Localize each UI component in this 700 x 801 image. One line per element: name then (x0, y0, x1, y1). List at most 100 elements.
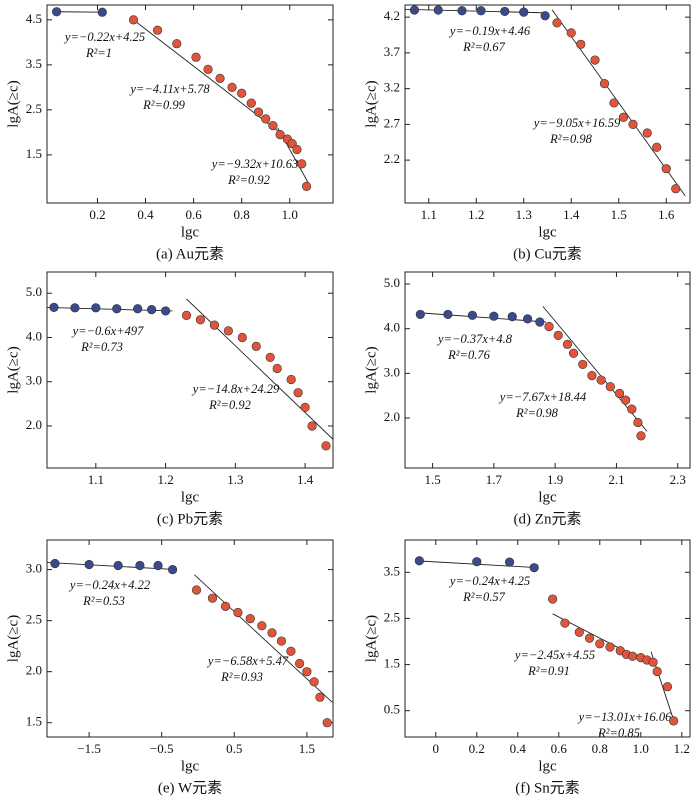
x-tick-label: 0.2 (469, 741, 485, 756)
fit-r2: R²=1 (85, 46, 112, 60)
x-tick-label: 0.4 (137, 207, 154, 222)
y-tick-label: 2.7 (384, 115, 401, 130)
x-axis-label: lgc (538, 489, 557, 505)
data-point (414, 556, 424, 566)
data-point (553, 330, 563, 340)
data-point (605, 642, 615, 652)
caption: (c) Pb元素 (157, 510, 223, 527)
data-point (70, 303, 80, 313)
data-point (253, 107, 264, 117)
y-tick-label: 3.5 (26, 56, 42, 71)
data-point (133, 304, 143, 314)
fit-r2: R²=0.98 (549, 132, 592, 146)
data-point (500, 6, 510, 17)
y-tick-label: 2.5 (384, 609, 400, 624)
fit-r2: R²=0.57 (462, 590, 505, 604)
data-point (584, 633, 595, 643)
data-point (652, 142, 662, 152)
data-point (671, 184, 681, 194)
x-axis-label: lgc (181, 758, 200, 774)
data-point (191, 585, 202, 595)
data-point (599, 79, 610, 89)
x-axis-label: lgc (181, 224, 200, 240)
x-tick-label: 0.8 (234, 207, 250, 222)
y-tick-label: 3.0 (26, 373, 42, 388)
y-tick-label: 2.5 (26, 101, 42, 116)
fit-r2: R²=0.67 (462, 40, 505, 54)
data-point (267, 628, 277, 638)
fit-equation: y=−6.58x+5.47 (206, 654, 289, 668)
data-point (50, 558, 60, 569)
data-point (489, 311, 499, 321)
y-tick-label: 3.5 (384, 563, 400, 578)
x-tick-label: 1.3 (516, 207, 532, 222)
data-point (322, 718, 332, 728)
data-point (233, 607, 243, 618)
fit-equation: y=−14.8x+24.29 (191, 382, 280, 396)
fit-equation: y=−9.32x+10.63 (210, 157, 298, 171)
fit-equation: y=−0.24x+4.22 (68, 578, 150, 592)
data-point (609, 98, 619, 108)
x-tick-label: 2.3 (670, 472, 686, 487)
data-point (257, 621, 267, 631)
fit-equation: y=−0.6x+497 (71, 324, 145, 338)
y-axis-label: lgA(≥c) (5, 80, 21, 127)
data-point (568, 348, 579, 358)
fit-equation: y=−13.01x+16.06 (577, 710, 672, 724)
x-tick-label: 0.6 (185, 207, 202, 222)
data-point (652, 666, 662, 677)
y-tick-label: 5.0 (384, 275, 400, 290)
y-axis-label: lgA(≥c) (5, 615, 21, 662)
data-point (167, 565, 178, 575)
y-tick-label: 3.0 (384, 364, 400, 379)
data-point (49, 302, 59, 312)
x-tick-label: 1.5 (424, 472, 440, 487)
data-point (237, 332, 247, 343)
fit-equation: y=−2.45x+4.55 (513, 648, 595, 662)
x-tick-label: 1.4 (297, 472, 314, 487)
caption: (b) Cu元素 (513, 245, 582, 262)
data-point (618, 112, 629, 122)
data-point (476, 6, 486, 16)
fit-equation: y=−0.37x+4.8 (436, 332, 513, 346)
data-point (295, 658, 305, 669)
data-point (91, 303, 101, 313)
x-tick-label: 1.2 (157, 472, 173, 487)
fit-line (133, 19, 283, 135)
data-point (560, 618, 570, 628)
data-point (272, 363, 282, 374)
data-point (566, 28, 576, 38)
x-tick-label: 1.5 (611, 207, 627, 222)
data-point (433, 5, 443, 15)
data-point (596, 375, 606, 385)
data-point (519, 7, 529, 17)
y-tick-label: 1.5 (26, 714, 42, 729)
caption: (f) Sn元素 (515, 779, 580, 796)
fit-equation: y=−9.05x+16.59 (532, 116, 621, 130)
data-point (275, 130, 285, 140)
caption: (d) Zn元素 (514, 510, 582, 527)
data-point (112, 304, 122, 314)
caption: (a) Au元素 (156, 245, 224, 262)
y-tick-label: 1.5 (26, 146, 42, 161)
data-point (97, 7, 107, 17)
data-point (265, 352, 275, 362)
data-point (268, 120, 278, 131)
data-point (160, 306, 171, 316)
fit-equation: y=−0.24x+4.25 (448, 574, 530, 588)
fit-line (551, 9, 686, 197)
x-tick-label: 1.3 (227, 472, 243, 487)
fit-r2: R²=0.53 (82, 594, 125, 608)
y-tick-label: 2.0 (26, 663, 42, 678)
data-point (297, 159, 307, 169)
y-axis-label: lgA(≥c) (363, 615, 379, 662)
data-point (605, 382, 615, 392)
plot-frame (46, 539, 334, 738)
data-point (636, 431, 646, 441)
data-point (309, 677, 319, 687)
x-tick-label: 1.4 (563, 207, 580, 222)
caption: (e) W元素 (158, 779, 222, 796)
data-point (562, 339, 573, 349)
x-tick-label: 1.0 (633, 741, 649, 756)
